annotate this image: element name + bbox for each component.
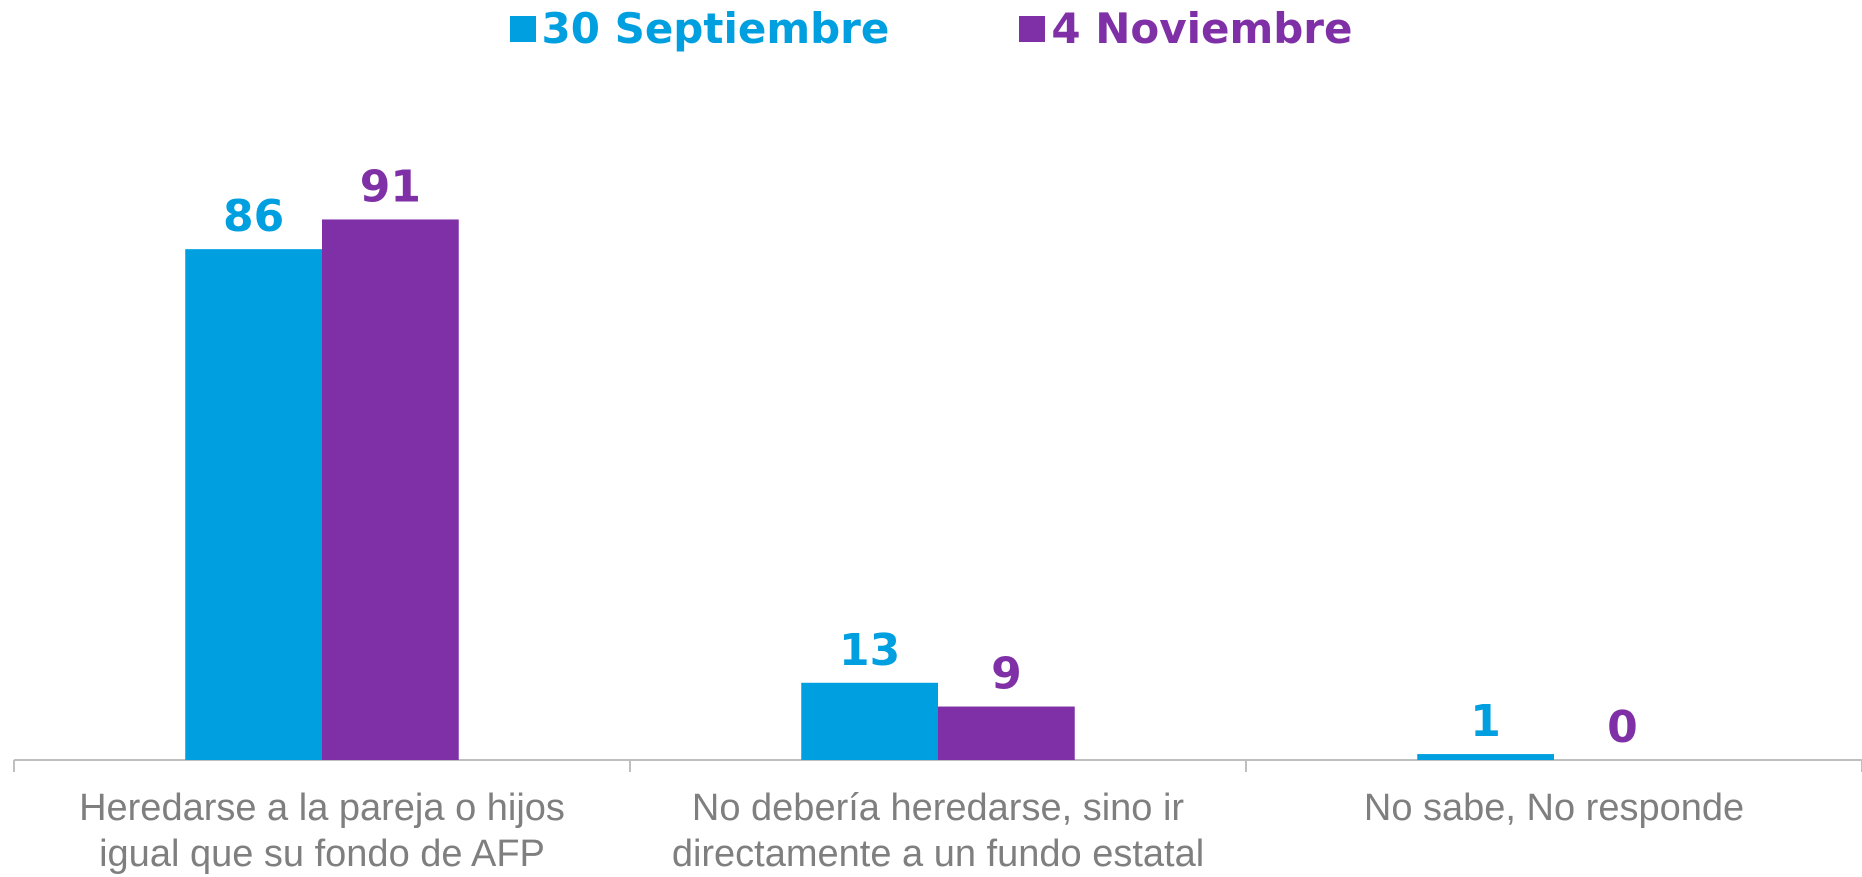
bar: [185, 249, 322, 760]
value-label: 9: [991, 649, 1022, 700]
bar: [938, 706, 1075, 760]
legend-swatch: [1019, 15, 1046, 42]
value-label: 0: [1607, 702, 1638, 753]
x-tick-label: No sabe, No responde: [1363, 787, 1745, 829]
value-label: 1: [1470, 696, 1501, 747]
x-tick-label: Heredarse a la pareja o hijos igual que …: [79, 787, 565, 875]
bar: [801, 682, 938, 760]
value-label: 13: [839, 625, 900, 676]
legend-label: 4 Noviembre: [1051, 4, 1353, 53]
value-label: 91: [360, 161, 421, 212]
legend-swatch: [509, 15, 536, 42]
legend-label: 30 Septiembre: [541, 4, 890, 53]
bar: [322, 219, 459, 760]
legend-item: 4 Noviembre: [1019, 4, 1353, 53]
legend: 30 Septiembre 4 Noviembre: [0, 4, 1862, 53]
x-tick-label: No debería heredarse, sino ir directamen…: [671, 787, 1205, 875]
bar: [1417, 754, 1554, 760]
legend-item: 30 Septiembre: [509, 4, 890, 53]
value-label: 86: [223, 191, 284, 242]
